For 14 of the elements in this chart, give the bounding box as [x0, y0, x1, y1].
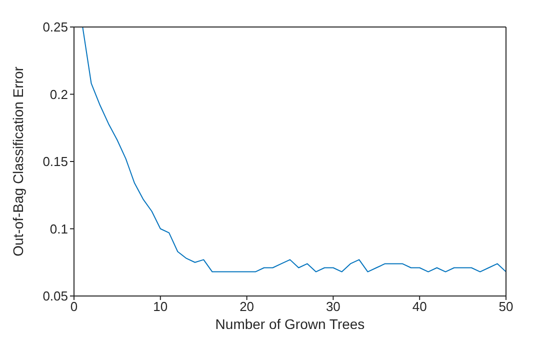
- y-tick-label: 0.15: [42, 154, 68, 170]
- x-axis-title: Number of Grown Trees: [215, 316, 365, 332]
- x-tick-label: 40: [412, 299, 427, 314]
- y-tick-label: 0.2: [50, 86, 68, 102]
- x-tick-label: 20: [240, 299, 254, 314]
- line-series: [82, 27, 506, 272]
- x-tick-label: 30: [326, 299, 340, 314]
- y-tick-label: 0.25: [42, 20, 68, 35]
- x-tick-label: 0: [70, 299, 78, 314]
- x-tick-label: 10: [153, 299, 168, 314]
- x-tick-label: 50: [498, 299, 514, 314]
- y-tick-label: 0.1: [50, 221, 68, 236]
- y-axis-title: Out-of-Bag Classification Error: [10, 66, 26, 256]
- y-tick-label: 0.05: [42, 288, 68, 304]
